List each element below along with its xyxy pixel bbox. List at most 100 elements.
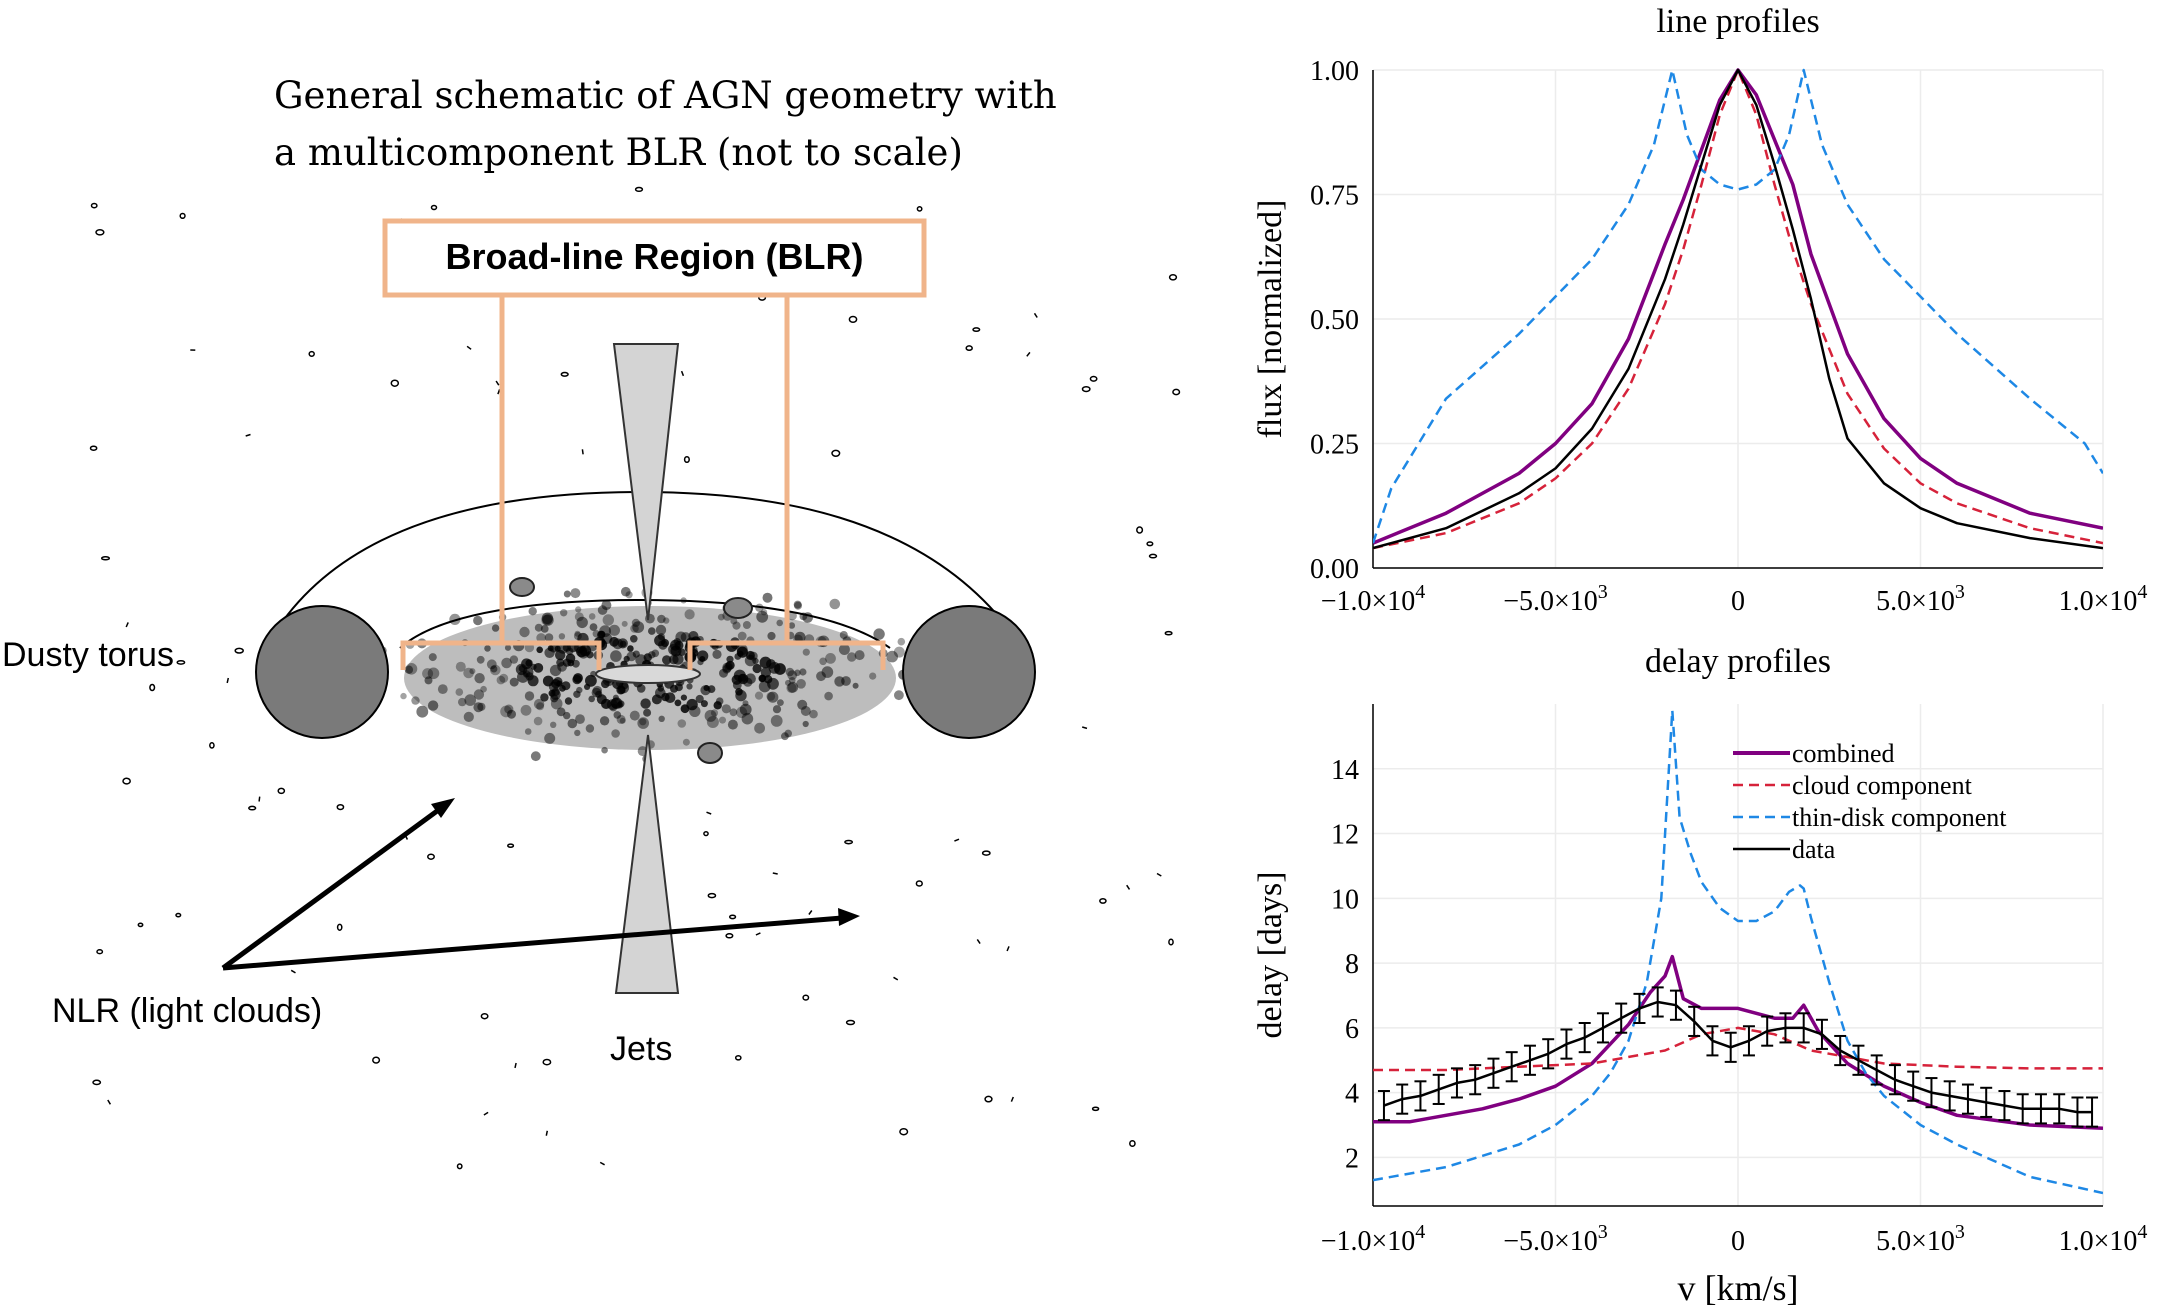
blr-cloud [530,751,541,762]
blr-cloud [610,650,622,662]
blr-cloud [541,614,553,626]
nlr-cloud [308,350,315,357]
delay-profiles-chart: delay profiles 2 4 6 8 10 12 14 −1.0×104 −5.0×103… [1252,643,2147,1308]
blr-cloud [704,709,717,722]
nlr-cloud [954,838,960,842]
blr-cloud [787,681,799,693]
nlr-cloud [495,380,500,386]
x-tick-label: −1.0×104 [1321,581,1426,617]
blr-cloud [562,658,572,667]
blr-cloud [574,729,581,737]
blr-cloud [697,659,704,666]
nlr-cloud [1148,553,1158,559]
blr-cloud [776,619,783,627]
blr-cloud [799,668,807,676]
disk-inner-hole [595,664,701,684]
blr-cloud [621,586,631,597]
y-tick-label: 0.50 [1310,305,1359,336]
nlr-cloud [972,327,981,333]
nlr-cloud [831,449,841,457]
blr-cloud [793,600,802,609]
nlr-cloud [430,204,438,211]
blr-label-box [382,218,927,298]
blr-cloud [427,700,439,711]
blr-cloud [742,621,751,629]
nlr-cloud [336,923,343,931]
blr-cloud [762,592,773,603]
jet-top [612,343,680,621]
series-cloud-component [1373,68,2103,550]
blr-cloud [558,633,566,640]
blr-cloud [825,653,836,664]
nlr-cloud [149,683,156,692]
nlr-cloud [808,910,813,915]
blr-cloud [428,653,437,662]
blr-cloud [651,694,662,705]
blr-cloud [707,685,716,693]
nlr-cloud [456,1163,463,1170]
blr-cloud [618,682,630,694]
series-cloud-component [1373,1026,2103,1072]
nlr-cloud [1136,526,1144,534]
blr-cloud [706,716,719,728]
blr-cloud [784,729,792,738]
nlr-cloud [707,892,717,899]
blr-cloud [536,633,546,643]
blr-cloud [777,699,784,706]
x-tick-label: 0 [1731,1226,1745,1257]
blr-cloud [463,667,474,679]
y-tick-label: 10 [1331,884,1359,915]
blr-cloud [564,697,573,705]
blr-cloud [799,612,808,621]
blr-cloud [588,695,595,703]
blr-cloud [689,705,701,717]
blr-cloud [416,705,429,718]
blr-cloud [527,675,539,687]
blr-cloud [469,668,476,675]
blr-cloud [405,663,418,675]
nlr-cloud [965,345,973,352]
blr-cloud [632,621,645,633]
agn-schematic [89,186,1181,1170]
blr-cloud [602,614,614,626]
blr-cloud [609,703,618,712]
blr-cloud [400,692,407,700]
nlr-cloud [755,932,761,936]
blr-cloud [657,685,665,692]
blr-cloud [484,645,491,652]
blr-cloud [838,644,850,655]
blr-cloud [533,663,544,673]
blr-cloud [534,623,543,632]
blr-cloud [754,691,764,700]
blr-cloud [725,660,735,670]
blr-cloud [788,677,796,684]
nlr-cloud [100,555,111,561]
blr-cloud [794,669,801,677]
y-tick-label: 8 [1345,949,1359,980]
nlr-cloud [497,389,501,395]
blr-cloud [663,617,670,624]
x-tick-label: −5.0×103 [1503,581,1608,617]
blr-cloud [422,668,434,680]
blr-cloud [802,648,810,656]
nlr-cloud [89,445,98,451]
blr-cloud [464,694,477,706]
blr-cloud [589,623,598,631]
blr-cloud [841,676,851,686]
nlr-cloud [1010,1096,1014,1102]
blr-cloud [797,699,808,710]
blr-cloud [781,732,789,741]
blr-cloud [476,655,485,664]
nlr-cloud [680,370,685,377]
blr-cloud [544,633,554,642]
blr-cloud [575,714,585,724]
nlr-cloud [1172,388,1181,396]
nlr-cloud [728,914,737,920]
y-tick-label: 12 [1331,820,1359,851]
nlr-cloud [245,433,251,437]
blr-cloud [617,700,625,708]
blr-cloud [719,668,728,678]
blr-cloud [737,631,747,641]
nlr-cloud [1156,872,1162,877]
torus-left [255,605,389,739]
